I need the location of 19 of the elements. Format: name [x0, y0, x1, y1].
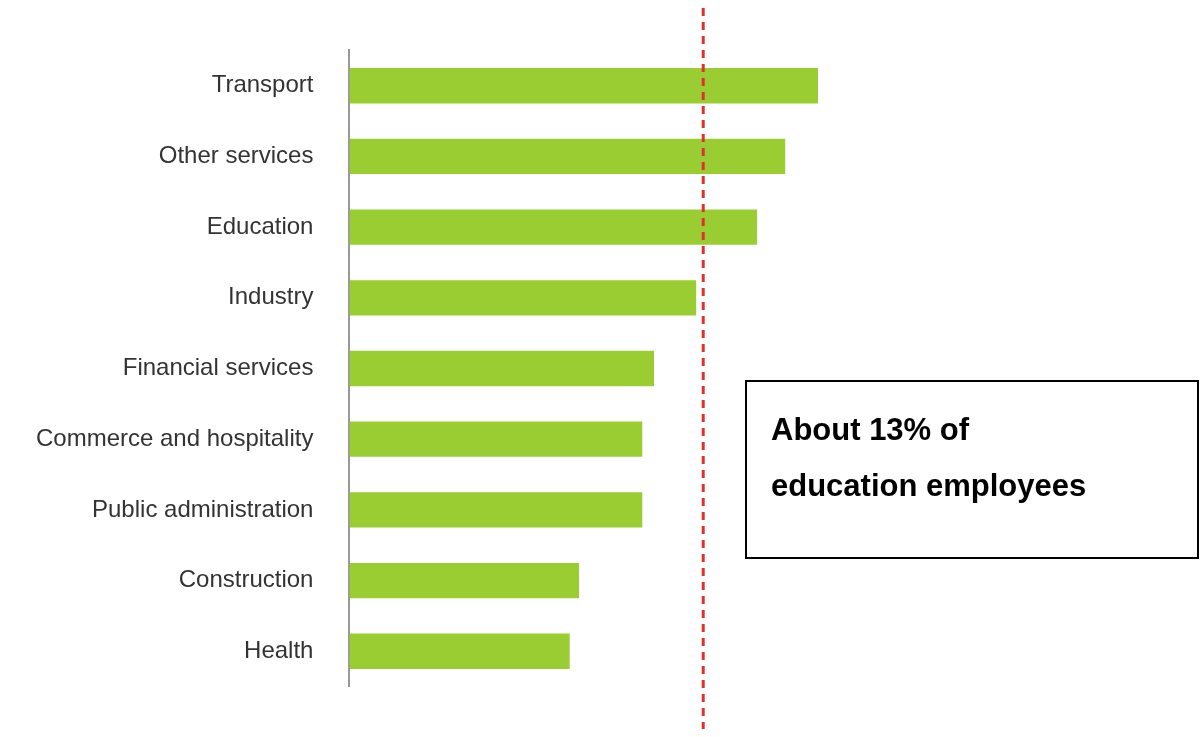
- y-tick-label: Construction: [178, 565, 314, 593]
- bar: [349, 138, 786, 175]
- bar: [349, 633, 570, 669]
- bar: [349, 492, 643, 528]
- y-tick-label: Other services: [158, 141, 314, 169]
- y-tick-label: Public administration: [92, 494, 314, 522]
- bar: [349, 421, 643, 457]
- bar: [349, 209, 758, 245]
- bar: [349, 68, 818, 104]
- bar: [349, 562, 580, 599]
- note-box: About 13% of education employees: [745, 380, 1199, 559]
- bar: [349, 350, 655, 387]
- y-tick-label: Health: [244, 635, 314, 663]
- y-tick-label: Financial services: [122, 353, 314, 381]
- y-tick-label: Transport: [211, 70, 314, 98]
- y-tick-label: Industry: [228, 282, 314, 310]
- y-tick-label: Commerce and hospitality: [36, 423, 314, 451]
- bar: [349, 280, 697, 316]
- y-tick-label: Education: [206, 211, 314, 239]
